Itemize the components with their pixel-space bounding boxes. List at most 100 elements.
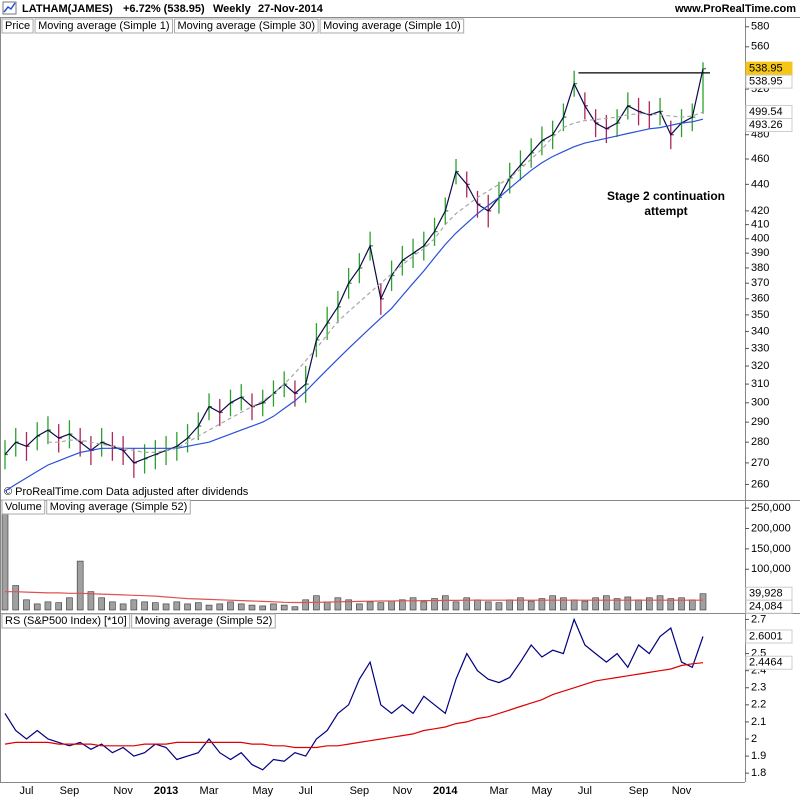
x-tick-label: 2013 xyxy=(154,785,178,797)
x-tick-label: Jul xyxy=(578,785,592,797)
volume-bar xyxy=(152,602,159,611)
volume-bar xyxy=(194,602,202,611)
y-tick-label: 150,000 xyxy=(751,543,791,555)
y-tick-label: 2.3 xyxy=(751,682,766,694)
volume-bar xyxy=(205,604,213,611)
value-tag: 499.54 xyxy=(749,106,783,118)
volume-bar xyxy=(259,605,267,611)
x-tick-label: Mar xyxy=(489,785,508,797)
date: 27-Nov-2014 xyxy=(258,3,324,15)
y-tick-label: 1.9 xyxy=(751,750,766,762)
y-tick-label: 400 xyxy=(751,233,769,245)
y-tick-label: 300 xyxy=(751,397,769,409)
value-tag-box xyxy=(745,655,793,670)
symbol-icon xyxy=(2,1,17,15)
y-tick-label: 310 xyxy=(751,378,769,390)
volume-bar xyxy=(1,505,9,611)
source-note: © ProRealTime.com Data adjusted after di… xyxy=(4,486,249,498)
legend-entry: RS (S&P500 Index) [*10] xyxy=(5,615,127,627)
volume-bar xyxy=(130,599,138,611)
volume-bar xyxy=(431,598,438,611)
x-tick-label: May xyxy=(252,785,273,797)
volume-bar xyxy=(23,599,30,611)
volume-bar xyxy=(399,599,406,611)
volume-bar xyxy=(667,598,675,611)
legend-box xyxy=(174,18,319,34)
legend-box xyxy=(1,18,34,34)
value-tag: 538.95 xyxy=(749,63,783,75)
volume-bar xyxy=(55,602,62,611)
volume-bar xyxy=(699,593,707,611)
volume-bar xyxy=(388,600,395,611)
change: +6.72% (538.95) xyxy=(123,3,205,15)
value-tag: 2.4464 xyxy=(749,657,783,669)
volume-bar xyxy=(527,600,535,611)
y-tick-label: 460 xyxy=(751,153,769,165)
period: Weekly xyxy=(213,3,252,15)
volume-bar xyxy=(366,601,374,611)
legend-entry: Volume xyxy=(5,501,42,513)
volume-bar xyxy=(420,601,428,611)
x-tick-label: Nov xyxy=(672,785,692,797)
volume-bar xyxy=(377,602,385,611)
volume-bar xyxy=(44,601,52,611)
legend-box xyxy=(1,613,131,629)
volume-bar xyxy=(441,595,449,611)
legend-box xyxy=(131,613,276,629)
volume-bar xyxy=(656,595,664,611)
y-tick-label: 330 xyxy=(751,342,769,354)
volume-bar xyxy=(12,585,20,611)
legend-entry: Moving average (Simple 52) xyxy=(50,501,188,513)
value-tag-box xyxy=(745,599,793,614)
y-tick-label: 340 xyxy=(751,325,769,337)
series-line xyxy=(4,68,704,464)
x-tick-label: May xyxy=(532,785,553,797)
x-tick-label: Nov xyxy=(113,785,133,797)
y-tick-label: 270 xyxy=(751,457,769,469)
volume-bar xyxy=(248,604,256,611)
volume-bar xyxy=(345,599,352,611)
y-tick-label: 420 xyxy=(751,205,769,217)
volume-bar xyxy=(291,606,299,611)
series-line xyxy=(4,617,704,771)
y-tick-label: 360 xyxy=(751,293,769,305)
legend-box xyxy=(319,18,465,34)
y-tick-label: 200,000 xyxy=(751,522,791,534)
y-tick-label: 250,000 xyxy=(751,502,791,514)
value-tag: 24,084 xyxy=(749,601,783,613)
volume-bar xyxy=(66,597,73,611)
volume-bar xyxy=(474,599,481,611)
y-tick-label: 390 xyxy=(751,247,769,259)
volume-bar xyxy=(592,597,599,611)
legend-entry: Moving average (Simple 30) xyxy=(178,20,316,32)
volume-bar xyxy=(173,601,181,611)
legend-entry: Moving average (Simple 52) xyxy=(135,615,273,627)
y-tick-label: 380 xyxy=(751,262,769,274)
volume-bar xyxy=(495,602,503,611)
volume-bar xyxy=(581,600,589,611)
x-tick-label: Nov xyxy=(393,785,413,797)
value-tag: 2.6001 xyxy=(749,630,783,642)
y-tick-label: 2.7 xyxy=(751,613,766,625)
volume-bar xyxy=(356,603,363,611)
volume-bar xyxy=(463,597,471,611)
volume-bar xyxy=(452,601,460,611)
volume-bar xyxy=(141,601,148,611)
volume-bar xyxy=(302,599,309,611)
volume-bar xyxy=(646,597,653,611)
legend-entry: Moving average (Simple 10) xyxy=(323,20,461,32)
legend-box xyxy=(34,18,174,34)
y-tick-label: 370 xyxy=(751,277,769,289)
volume-bar xyxy=(162,603,170,611)
volume-bar xyxy=(87,591,95,611)
value-tag-box xyxy=(745,629,793,644)
series-line xyxy=(48,111,704,453)
y-tick-label: 2 xyxy=(751,733,757,745)
x-tick-label: 2014 xyxy=(433,785,458,797)
volume-bar xyxy=(33,603,41,611)
volume-bar xyxy=(678,597,685,611)
volume-bar xyxy=(227,601,234,611)
y-tick-label: 560 xyxy=(751,41,769,53)
